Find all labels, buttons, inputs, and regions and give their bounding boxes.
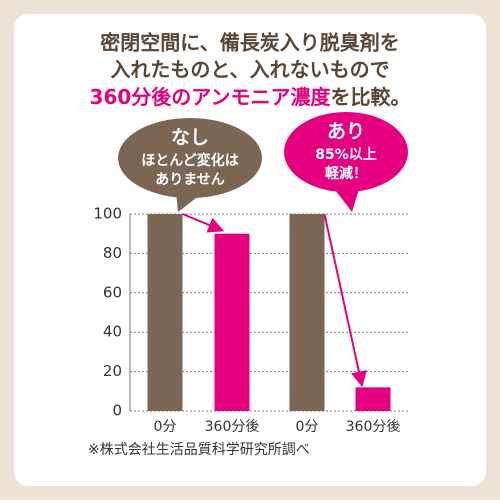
bar	[147, 214, 183, 411]
title-line: 入れたものと、入れないもので	[110, 58, 389, 82]
x-tick-label: 0分	[154, 419, 177, 435]
bubble	[284, 112, 408, 192]
title-highlight: 360分後のアンモニア濃度	[90, 85, 332, 109]
bubble-heading: あり	[327, 121, 365, 143]
y-tick-label: 80	[103, 244, 122, 262]
x-tick-label: 0分	[296, 419, 319, 435]
bar	[214, 233, 250, 411]
bar	[289, 214, 325, 411]
bar	[355, 387, 391, 411]
y-tick-label: 100	[93, 205, 122, 223]
arrow	[323, 213, 367, 388]
bubble-text: ありません	[155, 172, 225, 188]
title-rest: を比較。	[330, 85, 410, 109]
y-tick-label: 20	[103, 362, 122, 380]
note: ※株式会社生活品質科学研究所調べ	[88, 442, 310, 458]
bubble-text: 85%以上	[315, 147, 377, 163]
arrow	[182, 213, 225, 233]
x-tick-label: 360分後	[205, 419, 260, 435]
title-line: 360分後のアンモニア濃度を比較。	[90, 85, 411, 109]
bubble-text: ほとんど変化は	[141, 152, 239, 169]
bubble-text: 軽減！	[325, 165, 367, 182]
bubble-tail	[332, 186, 360, 212]
bubble-heading: なし	[171, 127, 209, 149]
y-tick-label: 40	[103, 323, 122, 341]
bubble	[118, 118, 262, 198]
title-line: 密閉空間に、備長炭入り脱臭剤を	[100, 31, 399, 55]
y-tick-label: 0	[112, 402, 122, 420]
y-tick-label: 60	[103, 283, 122, 301]
x-tick-label: 360分後	[346, 419, 401, 435]
